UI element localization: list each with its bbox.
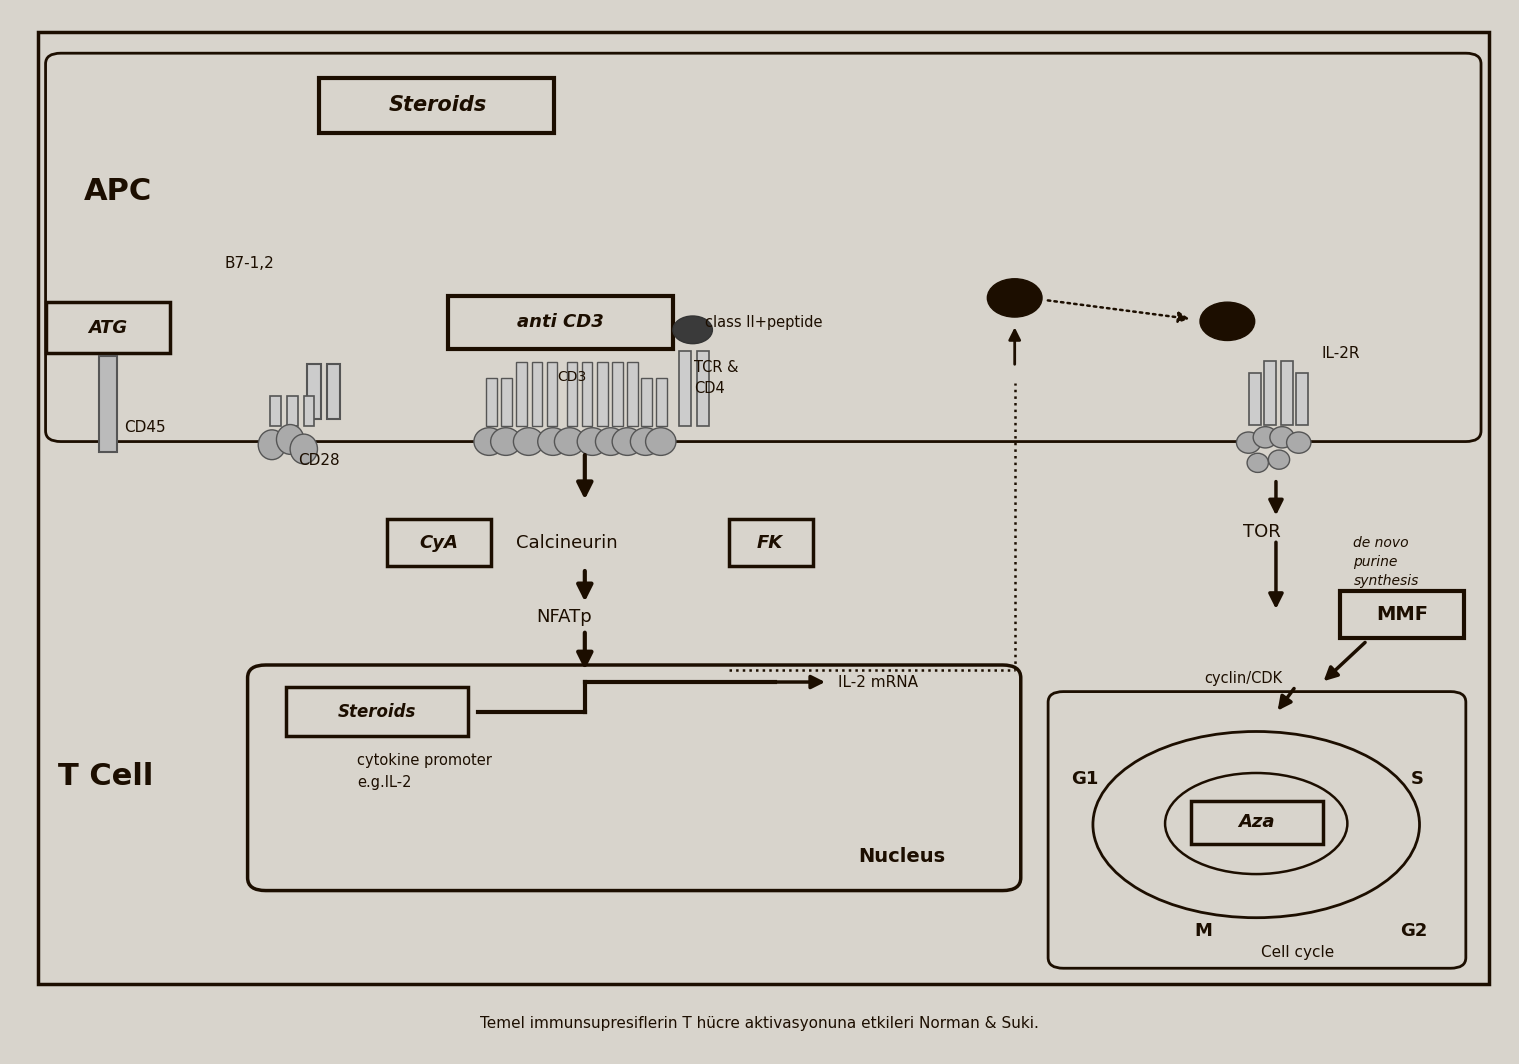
- Text: de novo: de novo: [1353, 535, 1410, 550]
- Bar: [319, 78, 554, 133]
- Text: synthesis: synthesis: [1353, 573, 1419, 588]
- Bar: [327, 364, 340, 419]
- Text: B7-1,2: B7-1,2: [225, 256, 275, 271]
- Text: ATG: ATG: [88, 319, 128, 336]
- Text: FK: FK: [756, 534, 784, 551]
- Bar: [270, 396, 281, 426]
- Text: Nucleus: Nucleus: [858, 847, 945, 866]
- Text: NFATp: NFATp: [536, 609, 592, 626]
- Text: cytokine promoter: cytokine promoter: [357, 753, 492, 768]
- Text: Steroids: Steroids: [389, 96, 486, 115]
- Ellipse shape: [612, 428, 643, 455]
- Text: IL-2 mRNA: IL-2 mRNA: [838, 675, 919, 689]
- Text: APC: APC: [84, 177, 152, 206]
- Bar: [448, 296, 673, 349]
- Bar: [38, 32, 1489, 984]
- Text: M: M: [1194, 922, 1212, 940]
- Text: e.g.IL-2: e.g.IL-2: [357, 775, 412, 789]
- Bar: [679, 351, 691, 426]
- Ellipse shape: [1287, 432, 1311, 453]
- Text: cyclin/CDK: cyclin/CDK: [1205, 671, 1282, 686]
- Bar: [1281, 361, 1293, 425]
- Bar: [597, 362, 608, 426]
- Ellipse shape: [1236, 432, 1261, 453]
- Text: G2: G2: [1401, 922, 1428, 940]
- Text: CD45: CD45: [125, 420, 166, 435]
- Bar: [582, 362, 592, 426]
- Ellipse shape: [474, 428, 504, 455]
- Ellipse shape: [646, 428, 676, 455]
- Bar: [532, 362, 542, 426]
- Bar: [46, 302, 170, 353]
- Bar: [656, 378, 667, 426]
- Text: MMF: MMF: [1376, 605, 1428, 625]
- Bar: [729, 519, 813, 566]
- Ellipse shape: [258, 430, 286, 460]
- Bar: [287, 396, 298, 426]
- Bar: [1296, 373, 1308, 425]
- Bar: [304, 396, 314, 426]
- Ellipse shape: [554, 428, 585, 455]
- Text: Calcineurin: Calcineurin: [516, 534, 618, 551]
- Bar: [1340, 591, 1464, 638]
- Text: anti CD3: anti CD3: [516, 314, 605, 331]
- Ellipse shape: [290, 434, 317, 464]
- Text: Steroids: Steroids: [337, 703, 416, 720]
- Bar: [547, 362, 557, 426]
- Bar: [307, 364, 321, 419]
- Ellipse shape: [276, 425, 304, 454]
- Bar: [612, 362, 623, 426]
- Text: purine: purine: [1353, 554, 1397, 569]
- Text: CD28: CD28: [298, 453, 339, 468]
- Ellipse shape: [1253, 427, 1277, 448]
- Text: T Cell: T Cell: [58, 762, 153, 792]
- Ellipse shape: [1247, 453, 1268, 472]
- Text: CD4: CD4: [694, 381, 725, 396]
- Bar: [286, 687, 468, 736]
- Bar: [1264, 361, 1276, 425]
- Circle shape: [987, 279, 1042, 317]
- Text: TCR &: TCR &: [694, 360, 738, 375]
- Circle shape: [1200, 302, 1255, 340]
- Text: G1: G1: [1071, 770, 1098, 787]
- Ellipse shape: [513, 428, 544, 455]
- Ellipse shape: [491, 428, 521, 455]
- Circle shape: [673, 316, 712, 344]
- Text: Cell cycle: Cell cycle: [1261, 945, 1334, 960]
- Text: TOR: TOR: [1243, 523, 1281, 541]
- Bar: [627, 362, 638, 426]
- Bar: [486, 378, 497, 426]
- Bar: [1191, 801, 1323, 844]
- Text: IL-2R: IL-2R: [1322, 346, 1360, 361]
- Bar: [99, 356, 117, 452]
- Ellipse shape: [1268, 450, 1290, 469]
- Ellipse shape: [538, 428, 568, 455]
- Bar: [697, 351, 709, 426]
- Text: CyA: CyA: [419, 534, 459, 551]
- Text: Temel immunsupresiflerin T hücre aktivasyonuna etkileri Norman & Suki.: Temel immunsupresiflerin T hücre aktivas…: [480, 1016, 1039, 1031]
- Ellipse shape: [595, 428, 626, 455]
- Text: class II+peptide: class II+peptide: [705, 315, 822, 330]
- Text: Aza: Aza: [1238, 814, 1274, 831]
- Text: CD3: CD3: [557, 369, 586, 384]
- Bar: [516, 362, 527, 426]
- Bar: [387, 519, 491, 566]
- Ellipse shape: [577, 428, 608, 455]
- Ellipse shape: [1270, 427, 1294, 448]
- Text: S: S: [1411, 770, 1425, 787]
- Ellipse shape: [630, 428, 661, 455]
- Bar: [1249, 373, 1261, 425]
- Bar: [567, 362, 577, 426]
- Bar: [501, 378, 512, 426]
- Bar: [641, 378, 652, 426]
